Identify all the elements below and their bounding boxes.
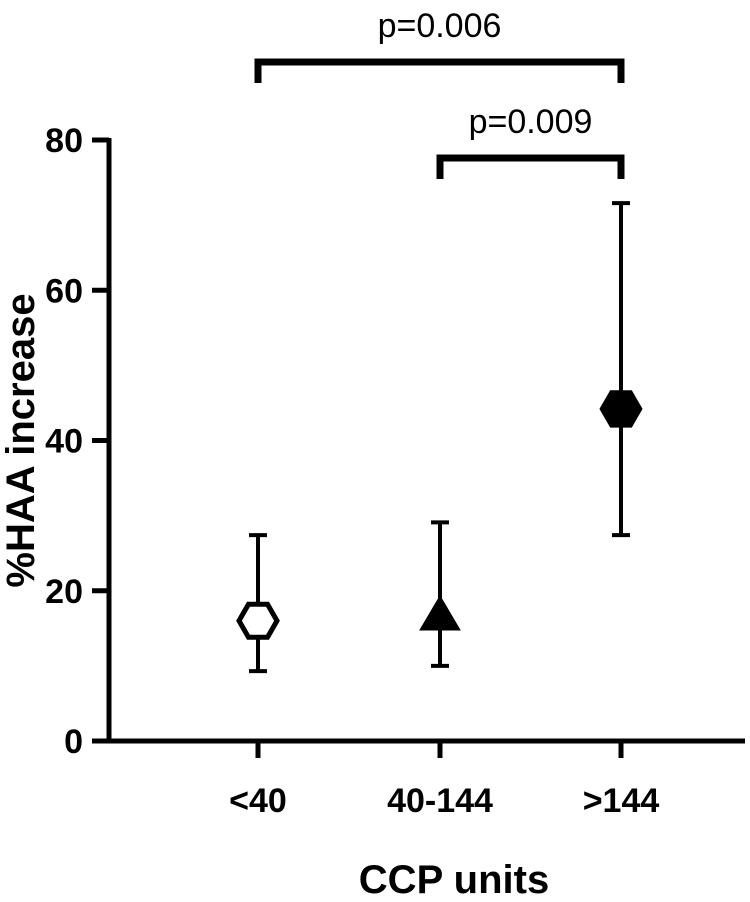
error-bars (249, 201, 630, 674)
p-value-label: p=0.006 (378, 7, 502, 45)
axes (106, 138, 745, 744)
y-tick-label: 40 (45, 423, 83, 461)
x-tick-label: >144 (583, 782, 660, 820)
x-axis-title: CCP units (359, 858, 549, 902)
data-point (599, 390, 643, 428)
x-ticks: <40 40-144 >144 (229, 741, 659, 820)
data-point (419, 594, 461, 631)
significance-bracket (254, 58, 625, 83)
significance-annotations: p=0.006 p=0.009 (254, 7, 625, 179)
y-axis-title: %HAA increase (0, 293, 43, 587)
y-tick-label: 20 (45, 573, 83, 611)
y-tick-label: 0 (64, 723, 83, 761)
data-markers (236, 390, 643, 640)
x-tick-label: <40 (229, 782, 287, 820)
p-value-label: p=0.009 (469, 103, 593, 141)
x-tick-label: 40-144 (387, 782, 493, 820)
data-point (236, 601, 280, 640)
y-tick-label: 80 (45, 122, 83, 160)
y-tick-label: 60 (45, 272, 83, 310)
y-ticks: 0 20 40 60 80 (45, 122, 109, 761)
significance-bracket (436, 154, 625, 179)
